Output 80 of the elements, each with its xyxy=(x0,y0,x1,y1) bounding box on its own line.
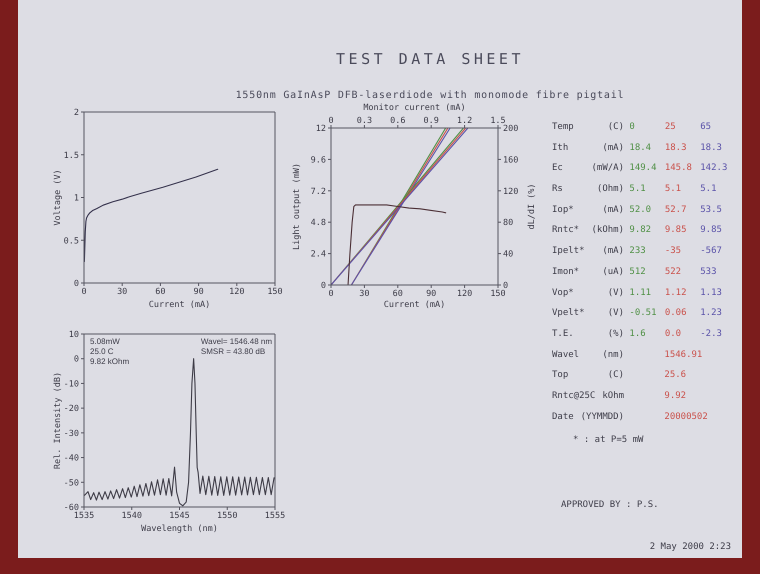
y-axis-title: Light output (mW) xyxy=(292,163,302,250)
text: 2 May 2000 2:23 xyxy=(650,542,731,552)
y-tick-label: -40 xyxy=(64,454,79,464)
x2-tick-label: 0.9 xyxy=(424,116,439,126)
y-tick-label: 0.5 xyxy=(64,236,79,246)
y-tick-label: -30 xyxy=(64,428,79,439)
text: Wavel (nm) 1546.91 xyxy=(552,350,702,360)
y-tick-label: 1.5 xyxy=(64,150,79,161)
text: Rntc* (kOhm) 9.82 9.85 9.85 xyxy=(552,225,722,236)
y-tick-label: 4.8 xyxy=(310,218,326,228)
y-tick-label: 0 xyxy=(74,279,79,290)
x-tick-label: 150 xyxy=(267,287,283,298)
text: * : at P=5 mW xyxy=(573,435,644,445)
x2-tick-label: 0.3 xyxy=(356,116,372,126)
y2-tick-label: 80 xyxy=(503,218,514,228)
text: 1550nm GaInAsP DFB-laserdiode with monomode fibre pigtail xyxy=(236,90,624,101)
x-tick-label: 30 xyxy=(359,289,370,300)
x-tick-label: 0 xyxy=(81,287,87,298)
x-tick-label: 0 xyxy=(328,289,334,300)
x-tick-label: 150 xyxy=(490,289,506,300)
y2-tick-label: 120 xyxy=(503,186,518,197)
x-tick-label: 1545 xyxy=(169,511,190,522)
text: Ec (mW/A) 149.4 145.8 142.3 xyxy=(552,163,728,174)
x-tick-label: 90 xyxy=(193,287,204,298)
text: Vpelt* (V) -0.51 0.06 1.23 xyxy=(552,308,722,318)
y-tick-label: 1 xyxy=(74,194,79,204)
x-tick-label: 90 xyxy=(426,289,436,300)
y-tick-label: 0 xyxy=(74,354,79,365)
x-tick-label: 120 xyxy=(456,289,472,300)
y-axis-title: Voltage (V) xyxy=(53,169,63,226)
text: Vop* (V) 1.11 1.12 1.13 xyxy=(552,288,722,298)
y-tick-label: 12 xyxy=(316,124,326,134)
text: Top (C) 25.6 xyxy=(552,370,686,380)
line-series xyxy=(84,168,218,262)
y-tick-label: -50 xyxy=(64,478,79,488)
x-tick-label: 1535 xyxy=(74,511,94,522)
y-tick-label: 10 xyxy=(68,330,79,340)
y2-tick-label: 200 xyxy=(503,124,518,134)
y2-axis-title: dL/dI (%) xyxy=(527,183,537,230)
text: T.E. (%) 1.6 0.0 -2.3 xyxy=(552,328,722,339)
text: Ipelt* (mA) 233 -35 -567 xyxy=(552,246,722,256)
y-tick-label: 9.6 xyxy=(310,155,326,166)
y-axis-title: Rel. Intensity (dB) xyxy=(53,372,63,470)
annotation: 9.82 kOhm xyxy=(90,357,130,366)
text: Imon* (uA) 512 522 533 xyxy=(552,266,717,277)
text: Iop* (mA) 52.0 52.7 53.5 xyxy=(552,204,722,215)
x-tick-label: 120 xyxy=(229,287,244,298)
y2-tick-label: 40 xyxy=(503,250,514,260)
y-tick-label: 7.2 xyxy=(310,186,326,197)
text: APPROVED BY : P.S. xyxy=(561,500,659,510)
x2-tick-label: 0.6 xyxy=(390,116,406,126)
text: TEST DATA SHEET xyxy=(336,50,524,68)
x2-tick-label: 1.2 xyxy=(456,116,472,126)
annotation: Wavel= 1546.48 nm xyxy=(200,337,272,346)
y-tick-label: 2 xyxy=(74,108,79,118)
y2-tick-label: 160 xyxy=(503,155,518,166)
annotation: SMSR = 43.80 dB xyxy=(200,347,266,356)
line-series xyxy=(347,204,446,285)
y-tick-label: -20 xyxy=(64,404,79,414)
annotation: 5.08mW xyxy=(90,337,120,346)
x-tick-label: 60 xyxy=(392,289,403,300)
x-tick-label: 1555 xyxy=(264,511,286,522)
x2-tick-label: 0 xyxy=(328,116,334,126)
x-axis-title: Current (mA) xyxy=(384,300,446,310)
text: Ith (mA) 18.4 18.3 18.3 xyxy=(552,142,722,153)
text: Date (YYMMDD) 20000502 xyxy=(552,412,708,422)
x2-axis-title: Monitor current (mA) xyxy=(363,103,466,113)
y-tick-label: -10 xyxy=(64,379,79,390)
text: Temp (C) 0 25 65 xyxy=(552,122,712,132)
x2-tick-label: 1.5 xyxy=(490,116,506,126)
x-tick-label: 30 xyxy=(117,287,128,298)
x-axis-title: Current (mA) xyxy=(148,300,210,310)
x-tick-label: 60 xyxy=(155,287,166,298)
x-tick-label: 1540 xyxy=(122,511,142,522)
text: Rs (Ohm) 5.1 5.1 5.1 xyxy=(552,184,717,194)
x-tick-label: 1550 xyxy=(217,511,238,522)
y-tick-label: 2.4 xyxy=(310,250,326,260)
x-axis-title: Wavelength (nm) xyxy=(141,524,218,534)
text: Rntc@25C kOhm 9.92 xyxy=(552,390,686,401)
annotation: 25.0 C xyxy=(90,347,114,356)
